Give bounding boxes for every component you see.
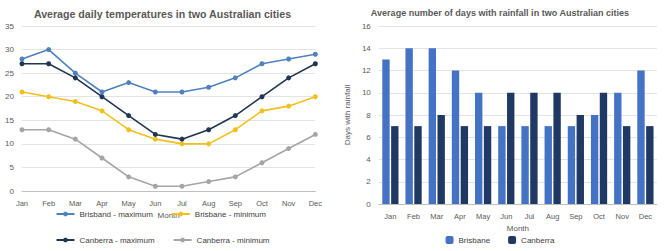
- svg-text:35: 35: [5, 22, 14, 31]
- svg-text:Feb: Feb: [42, 199, 55, 208]
- svg-text:8: 8: [366, 111, 371, 120]
- svg-text:Jul: Jul: [177, 199, 187, 208]
- svg-text:Jul: Jul: [525, 212, 535, 221]
- svg-text:Oct: Oct: [593, 212, 606, 221]
- svg-text:Brisbane - minimum: Brisbane - minimum: [195, 210, 266, 219]
- svg-text:Feb: Feb: [407, 212, 420, 221]
- svg-text:Dec: Dec: [309, 199, 323, 208]
- svg-text:Sep: Sep: [229, 199, 242, 208]
- svg-text:0: 0: [366, 200, 371, 209]
- svg-text:May: May: [476, 212, 490, 221]
- svg-text:14: 14: [362, 44, 371, 53]
- svg-text:Jun: Jun: [500, 212, 512, 221]
- svg-text:6: 6: [366, 133, 371, 142]
- svg-text:Mar: Mar: [69, 199, 82, 208]
- svg-text:Canberra: Canberra: [521, 236, 555, 245]
- svg-text:15: 15: [5, 116, 14, 125]
- svg-text:2: 2: [366, 177, 371, 186]
- svg-text:Jan: Jan: [384, 212, 396, 221]
- svg-text:10: 10: [362, 88, 371, 97]
- svg-text:Brisband - maximum: Brisband - maximum: [79, 210, 153, 219]
- svg-text:Apr: Apr: [454, 212, 466, 221]
- svg-text:12: 12: [362, 66, 371, 75]
- svg-text:Oct: Oct: [256, 199, 269, 208]
- svg-text:Canberra - minimum: Canberra - minimum: [197, 236, 270, 245]
- svg-text:Aug: Aug: [202, 199, 215, 208]
- svg-text:Sep: Sep: [569, 212, 582, 221]
- svg-text:0: 0: [10, 187, 15, 196]
- svg-text:Nov: Nov: [282, 199, 296, 208]
- svg-text:Month: Month: [507, 224, 529, 233]
- svg-text:Average number of days with ra: Average number of days with rainfall in …: [371, 8, 629, 18]
- svg-text:5: 5: [10, 163, 15, 172]
- svg-text:20: 20: [5, 92, 14, 101]
- svg-text:25: 25: [5, 69, 14, 78]
- svg-text:Apr: Apr: [96, 199, 108, 208]
- svg-text:Dec: Dec: [639, 212, 653, 221]
- svg-text:Brisbane: Brisbane: [459, 236, 491, 245]
- svg-text:30: 30: [5, 45, 14, 54]
- svg-text:Aug: Aug: [546, 212, 559, 221]
- svg-text:Month: Month: [158, 211, 180, 220]
- svg-text:Jan: Jan: [16, 199, 28, 208]
- svg-text:Days with rainfall: Days with rainfall: [343, 85, 352, 146]
- svg-text:10: 10: [5, 139, 14, 148]
- svg-text:May: May: [122, 199, 136, 208]
- svg-text:Canberra - maximum: Canberra - maximum: [79, 236, 154, 245]
- svg-text:16: 16: [362, 22, 371, 31]
- svg-text:Mar: Mar: [430, 212, 443, 221]
- svg-text:Average daily temperatures in: Average daily temperatures in two Austra…: [34, 8, 291, 20]
- svg-text:Nov: Nov: [616, 212, 630, 221]
- svg-text:4: 4: [366, 155, 371, 164]
- svg-text:Jun: Jun: [149, 199, 161, 208]
